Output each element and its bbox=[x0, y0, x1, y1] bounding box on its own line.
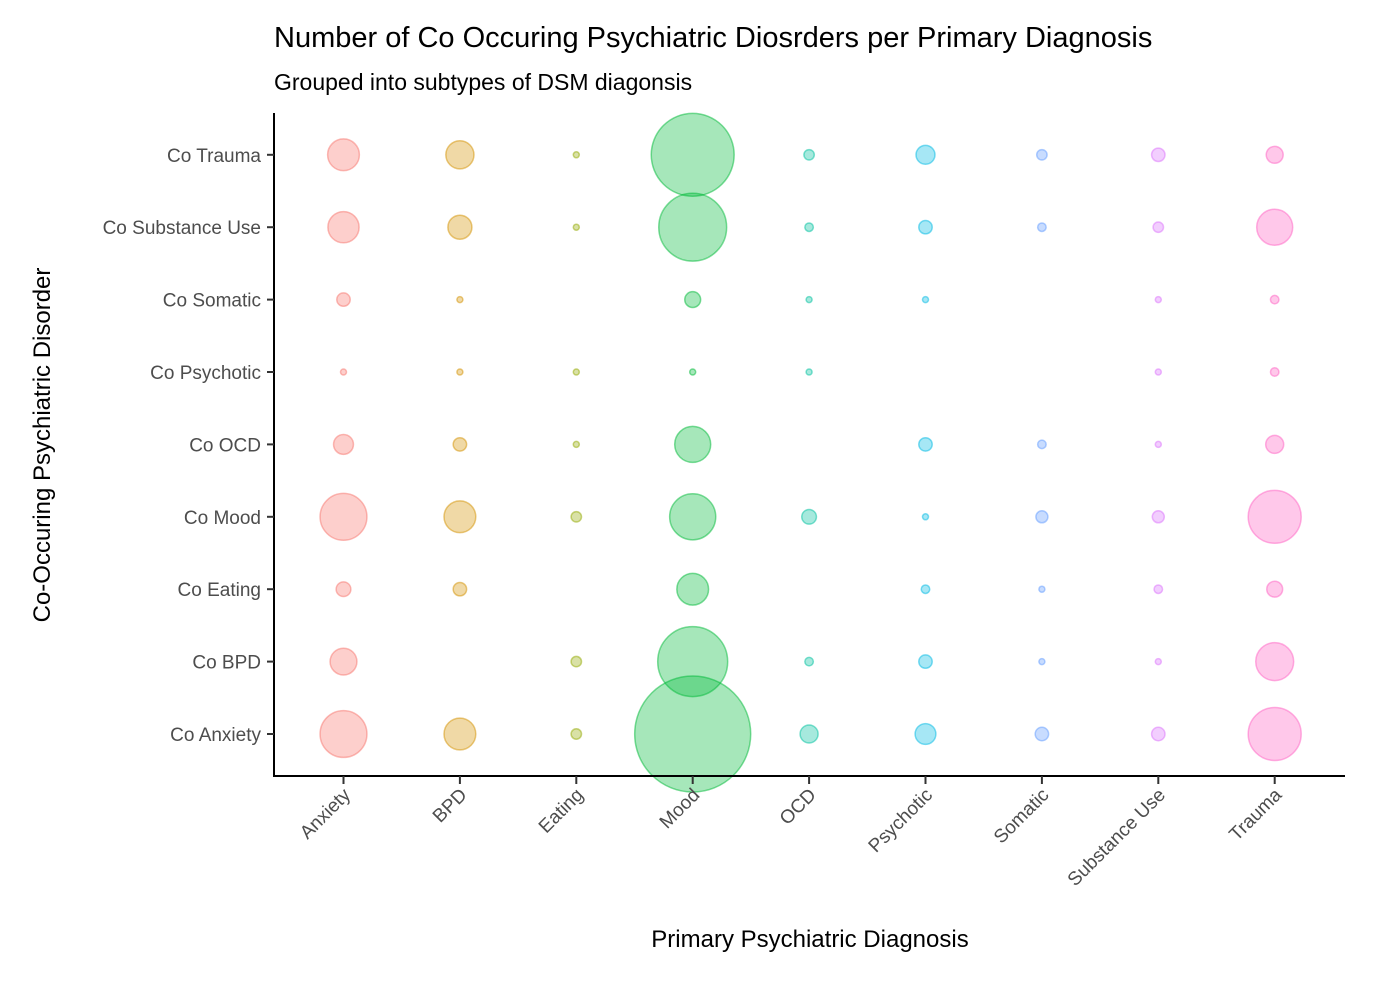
bubble-psychotic-co-anxiety bbox=[914, 722, 937, 746]
bubble-trauma-co-substance-use bbox=[1255, 208, 1294, 246]
y-axis-ticks: Co Anxiety Co BPD Co Eating Co Mood Co OCD Co… bbox=[103, 146, 274, 746]
bubble-substance-use-co-substance-use bbox=[1152, 221, 1165, 234]
bubble-bpd-co-trauma bbox=[445, 139, 475, 170]
y-tick-label: Co Eating bbox=[178, 580, 261, 601]
bubble-trauma-co-mood bbox=[1247, 489, 1302, 545]
bubble-psychotic-co-mood bbox=[921, 513, 930, 521]
bubble-ocd-co-somatic bbox=[805, 295, 813, 304]
y-tick-label: Co Trauma bbox=[167, 146, 261, 167]
x-tick-label: Anxiety bbox=[296, 784, 355, 843]
bubble-substance-use-co-psychotic bbox=[1154, 368, 1163, 376]
bubble-trauma-co-bpd bbox=[1254, 641, 1295, 682]
bubble-somatic-co-ocd bbox=[1036, 439, 1047, 450]
bubble-anxiety-co-mood bbox=[319, 492, 368, 541]
bubble-substance-use-co-eating bbox=[1153, 584, 1164, 595]
bubble-mood-co-mood bbox=[668, 493, 717, 541]
y-tick-label: Co Somatic bbox=[163, 291, 261, 312]
bubble-ocd-co-mood bbox=[801, 508, 818, 525]
bubble-substance-use-co-trauma bbox=[1150, 147, 1166, 163]
bubble-mood-co-trauma bbox=[650, 112, 735, 197]
y-tick-label: Co Substance Use bbox=[103, 218, 261, 239]
bubble-mood-co-substance-use bbox=[658, 192, 728, 262]
bubble-substance-use-co-bpd bbox=[1154, 657, 1163, 666]
bubble-trauma-co-ocd bbox=[1264, 434, 1285, 455]
bubble-trauma-co-anxiety bbox=[1247, 706, 1302, 762]
y-axis-title: Co-Occuring Psychiatric Disorder bbox=[29, 268, 56, 623]
x-tick-label: Somatic bbox=[990, 785, 1053, 848]
bubble-bpd-co-anxiety bbox=[443, 717, 477, 751]
chart-subtitle: Grouped into subtypes of DSM diagonsis bbox=[274, 69, 692, 95]
x-tick-label: Psychotic bbox=[865, 785, 937, 857]
bubble-psychotic-co-ocd bbox=[918, 436, 933, 452]
bubble-eating-co-ocd bbox=[572, 440, 581, 449]
bubble-bpd-co-psychotic bbox=[456, 368, 464, 376]
y-tick-label: Co BPD bbox=[192, 653, 261, 674]
bubble-eating-co-bpd bbox=[570, 655, 583, 668]
bubble-ocd-co-trauma bbox=[803, 148, 816, 161]
bubble-mood-co-eating bbox=[676, 572, 710, 606]
bubble-eating-co-mood bbox=[570, 510, 583, 523]
bubble-somatic-co-bpd bbox=[1038, 657, 1046, 666]
y-tick-label: Co OCD bbox=[189, 435, 261, 456]
bubble-anxiety-co-somatic bbox=[336, 292, 351, 308]
bubble-ocd-co-psychotic bbox=[805, 368, 813, 376]
bubble-mood-co-ocd bbox=[673, 425, 712, 464]
bubble-psychotic-co-trauma bbox=[915, 144, 936, 166]
x-tick-label: OCD bbox=[776, 785, 821, 830]
bubble-ocd-co-anxiety bbox=[799, 724, 819, 744]
bubble-bpd-co-ocd bbox=[452, 436, 468, 452]
x-tick-label: BPD bbox=[429, 785, 471, 827]
y-tick-label: Co Anxiety bbox=[170, 725, 261, 746]
bubble-somatic-co-eating bbox=[1038, 585, 1046, 593]
bubble-eating-co-trauma bbox=[572, 151, 581, 159]
x-axis-title: Primary Psychiatric Diagnosis bbox=[651, 926, 968, 953]
bubble-substance-use-co-somatic bbox=[1154, 295, 1163, 304]
bubble-psychotic-co-bpd bbox=[918, 654, 933, 670]
bubble-anxiety-co-bpd bbox=[329, 647, 358, 676]
y-tick-label: Co Psychotic bbox=[150, 363, 261, 384]
x-tick-label: Eating bbox=[535, 785, 588, 838]
bubble-anxiety-co-substance-use bbox=[327, 210, 360, 244]
bubble-bpd-co-mood bbox=[443, 500, 477, 534]
bubble-anxiety-co-eating bbox=[335, 581, 352, 598]
bubble-trauma-co-psychotic bbox=[1269, 367, 1280, 377]
bubble-somatic-co-mood bbox=[1035, 510, 1049, 524]
bubbles-layer bbox=[319, 112, 1302, 793]
bubble-psychotic-co-substance-use bbox=[918, 219, 933, 235]
bubble-somatic-co-substance-use bbox=[1036, 222, 1047, 233]
bubble-mood-co-anxiety bbox=[633, 675, 752, 793]
bubble-eating-co-anxiety bbox=[570, 728, 583, 740]
bubble-somatic-co-anxiety bbox=[1034, 726, 1050, 742]
bubble-trauma-co-somatic bbox=[1269, 294, 1280, 305]
bubble-anxiety-co-ocd bbox=[332, 433, 355, 456]
bubble-anxiety-co-psychotic bbox=[339, 368, 348, 376]
bubble-anxiety-co-anxiety bbox=[319, 709, 368, 759]
bubble-eating-co-psychotic bbox=[572, 368, 581, 376]
bubble-mood-co-psychotic bbox=[688, 368, 697, 376]
bubble-anxiety-co-trauma bbox=[326, 138, 361, 172]
bubble-bpd-co-substance-use bbox=[447, 214, 473, 240]
x-axis-ticks: Anxiety BPD Eating Mood OCD Psychotic Somatic S… bbox=[296, 776, 1287, 891]
bubble-substance-use-co-anxiety bbox=[1150, 726, 1166, 742]
bubble-mood-co-bpd bbox=[656, 625, 729, 698]
bubble-substance-use-co-ocd bbox=[1154, 440, 1163, 449]
bubble-bpd-co-eating bbox=[452, 581, 468, 597]
x-tick-label: Trauma bbox=[1226, 784, 1287, 845]
x-tick-label: Substance Use bbox=[1064, 785, 1170, 891]
y-tick-label: Co Mood bbox=[184, 508, 261, 529]
chart-title: Number of Co Occuring Psychiatric Diosrd… bbox=[274, 22, 1152, 54]
bubble-substance-use-co-mood bbox=[1151, 510, 1166, 524]
bubble-bpd-co-somatic bbox=[456, 295, 464, 304]
bubble-ocd-co-substance-use bbox=[804, 222, 815, 233]
bubble-trauma-co-trauma bbox=[1265, 145, 1284, 165]
bubble-psychotic-co-somatic bbox=[921, 295, 930, 304]
bubble-somatic-co-trauma bbox=[1035, 148, 1048, 161]
bubble-eating-co-substance-use bbox=[572, 223, 581, 231]
bubble-psychotic-co-eating bbox=[920, 584, 931, 595]
bubble-trauma-co-eating bbox=[1266, 580, 1284, 598]
bubble-ocd-co-bpd bbox=[804, 656, 815, 667]
bubble-mood-co-somatic bbox=[684, 290, 702, 309]
